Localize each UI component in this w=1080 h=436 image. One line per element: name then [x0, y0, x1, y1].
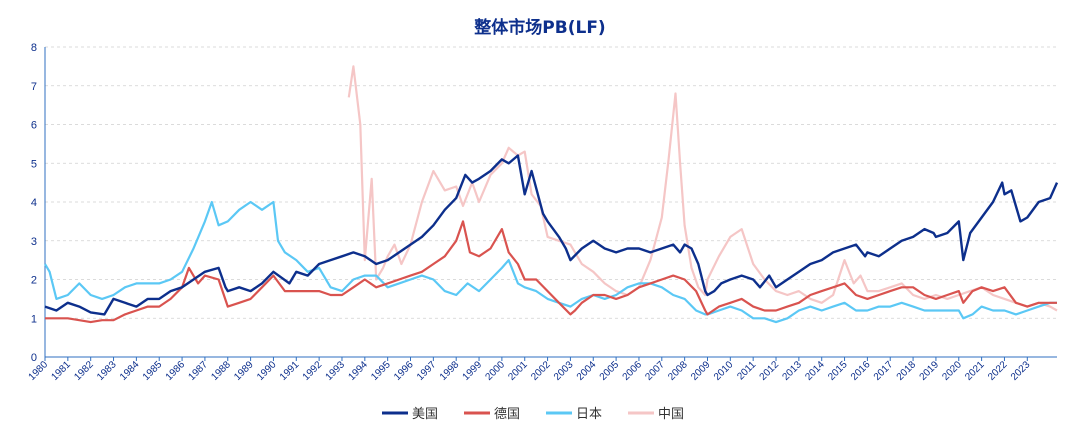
- x-tick-label: 1994: [346, 359, 370, 383]
- x-tick-label: 2009: [689, 359, 713, 383]
- y-tick-label: 3: [31, 236, 37, 248]
- series-layer: [44, 65, 1059, 324]
- x-tick-label: 1985: [141, 359, 165, 383]
- x-tick-label: 1997: [415, 359, 439, 383]
- x-tick-label: 1983: [95, 359, 119, 383]
- x-tick-label: 2001: [506, 359, 530, 383]
- y-tick-label: 7: [31, 81, 37, 93]
- x-tick-label: 2010: [712, 359, 736, 383]
- x-tick-label: 2021: [963, 359, 987, 383]
- x-tick-label: 2000: [483, 359, 507, 383]
- x-tick-label: 1989: [232, 359, 256, 383]
- x-tick-label: 1984: [118, 359, 142, 383]
- y-tick-label: 4: [31, 197, 37, 209]
- x-tick-label: 1991: [278, 359, 302, 383]
- y-tick-label: 1: [31, 313, 37, 325]
- x-tick-label: 2019: [918, 359, 942, 383]
- legend-label: 德国: [494, 407, 520, 422]
- x-tick-label: 2013: [780, 359, 804, 383]
- x-tick-label: 1998: [438, 359, 462, 383]
- x-tick-label: 1981: [49, 359, 73, 383]
- x-tick-label: 1999: [461, 359, 485, 383]
- series-line-3: [347, 65, 1058, 312]
- x-tick-label: 2005: [598, 359, 622, 383]
- chart-title: 整体市场PB(LF): [474, 17, 605, 38]
- x-tick-label: 2016: [849, 359, 873, 383]
- y-tick-label: 6: [31, 120, 37, 132]
- x-tick-label: 1986: [164, 359, 188, 383]
- x-tick-label: 2012: [758, 359, 782, 383]
- x-tick-label: 1987: [187, 359, 211, 383]
- legend-label: 美国: [412, 407, 438, 422]
- x-tick-label: 1990: [255, 359, 279, 383]
- x-tick-label: 2022: [986, 359, 1010, 383]
- x-tick-label: 1995: [369, 359, 393, 383]
- x-tick-label: 2017: [872, 359, 896, 383]
- series-line-1: [45, 220, 1057, 324]
- series-line-2: [44, 200, 1057, 324]
- x-tick-label: 2023: [1009, 359, 1033, 383]
- legend-label: 日本: [576, 407, 602, 422]
- legend: 美国 德国 日本 中国: [382, 407, 684, 422]
- x-tick-label: 2011: [735, 359, 758, 382]
- x-tick-label: 1982: [72, 359, 96, 383]
- x-tick-label: 2008: [666, 359, 690, 383]
- x-tick-label: 2003: [552, 359, 576, 383]
- x-tick-label: 2015: [826, 359, 850, 383]
- x-tick-label: 2002: [529, 359, 553, 383]
- x-tick-label: 2018: [895, 359, 919, 383]
- x-tick-label: 2014: [803, 359, 827, 383]
- x-tick-label: 1988: [209, 359, 233, 383]
- x-tick-label: 2007: [643, 359, 667, 383]
- y-tick-label: 8: [31, 42, 37, 54]
- y-tick-label: 0: [31, 352, 37, 364]
- x-axis: 1980 1981 1982 1983 1984 1985 1986 1987 1988 1989…: [27, 356, 1057, 383]
- y-tick-label: 5: [31, 158, 37, 170]
- y-axis: 0 1 2 3 4 5 6 7 8: [31, 42, 46, 364]
- y-tick-label: 2: [31, 275, 37, 287]
- x-tick-label: 1992: [301, 359, 325, 383]
- x-tick-label: 1996: [392, 359, 416, 383]
- x-tick-label: 1993: [324, 359, 348, 383]
- x-tick-label: 2004: [575, 359, 599, 383]
- x-tick-label: 2006: [621, 359, 645, 383]
- legend-label: 中国: [658, 407, 684, 422]
- x-tick-label: 2020: [940, 359, 964, 383]
- series-line-0: [44, 154, 1059, 316]
- grid-layer: [45, 46, 1057, 319]
